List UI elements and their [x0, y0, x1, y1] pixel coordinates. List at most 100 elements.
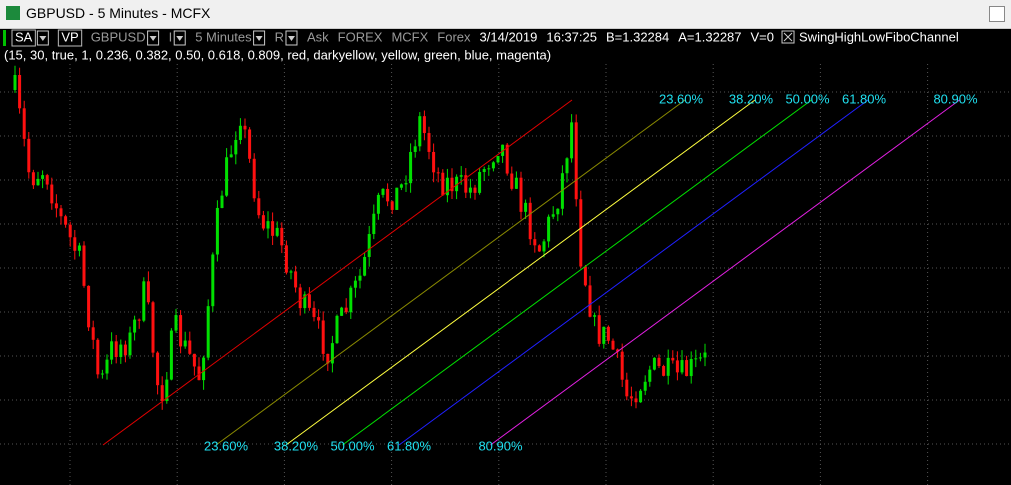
candle-body [77, 245, 81, 251]
toolbar-item[interactable]: VP [61, 29, 78, 44]
toolbar-item[interactable]: I [169, 29, 173, 44]
toolbar-item[interactable]: SA [15, 29, 33, 44]
candle-body [602, 326, 606, 344]
candle-body [266, 221, 270, 229]
fibo-label: 61.80% [387, 438, 432, 453]
candle-body [326, 353, 330, 364]
candle-body [473, 187, 477, 193]
candle-body [284, 245, 288, 273]
dropdown-arrow [255, 36, 263, 41]
fibo-channel-line [342, 99, 812, 446]
candle-body [68, 224, 72, 238]
candle-body [317, 317, 321, 321]
candle-body [606, 326, 610, 341]
candle-body [427, 133, 431, 152]
candle-body [335, 315, 339, 344]
dropdown-arrow [287, 36, 295, 41]
candle-body [634, 398, 638, 403]
candle-body [344, 307, 348, 313]
candle-body [399, 184, 403, 188]
toolbar-item: MCFX [391, 29, 428, 44]
candle-body [82, 245, 86, 286]
close-button[interactable] [989, 6, 1005, 22]
candle-body [432, 151, 436, 173]
toolbar-item[interactable]: R [275, 29, 284, 44]
title-bar: GBPUSD - 5 Minutes - MCFX [0, 0, 1011, 29]
candle-body [671, 357, 675, 361]
candle-body [680, 360, 684, 373]
candle-body [395, 187, 399, 210]
fibo-label: 50.00% [785, 91, 830, 106]
candle-body [381, 188, 385, 195]
fibo-label: 80.90% [478, 438, 523, 453]
candle-body [307, 294, 311, 308]
toolbar-item: Forex [437, 29, 471, 44]
candle-body [169, 330, 173, 380]
candle-body [643, 381, 647, 391]
toolbar-item[interactable]: 5 Minutes [195, 29, 252, 44]
candle-body [45, 175, 49, 185]
candle-body [422, 116, 426, 134]
candle-body [202, 357, 206, 381]
candle-body [31, 172, 35, 186]
candle-body [142, 281, 146, 321]
fibo-label: 50.00% [330, 438, 375, 453]
dropdown-arrow [176, 36, 184, 41]
candle-body [257, 198, 261, 216]
candle-body [13, 75, 17, 90]
candle-body [616, 349, 620, 352]
candle-body [183, 340, 187, 347]
toolbar-item: V=0 [751, 29, 775, 44]
candle-body [409, 151, 413, 184]
toolbar-item: B=1.32284 [606, 29, 669, 44]
candle-body [703, 352, 707, 358]
candle-body [114, 341, 118, 358]
candle-body [579, 199, 583, 267]
candle-body [321, 320, 325, 354]
candle-body [666, 357, 670, 376]
toolbar-button[interactable] [57, 29, 83, 47]
candle-body [87, 285, 91, 328]
candle-body [652, 357, 656, 370]
dropdown-arrow [39, 36, 47, 41]
candle-body [570, 122, 574, 159]
candle-body [119, 344, 123, 358]
checkbox[interactable] [781, 30, 795, 44]
candle-body [123, 344, 127, 356]
candle-body [376, 194, 380, 214]
candle-body [537, 245, 541, 252]
toolbar-item: 16:37:25 [546, 29, 597, 44]
candle-body [551, 214, 555, 217]
candle-body [215, 207, 219, 255]
fibo-label: 80.90% [933, 91, 978, 106]
candle-body [100, 373, 104, 375]
candle-body [436, 172, 440, 174]
toolbar-item: Ask [307, 29, 329, 44]
candle-body [234, 139, 238, 155]
candle-body [146, 281, 150, 303]
fibo-channel-line [215, 99, 686, 446]
candle-body [27, 138, 31, 173]
candle-body [698, 357, 702, 359]
candle-body [574, 122, 578, 200]
candle-body [648, 369, 652, 382]
candle-body [353, 280, 357, 288]
candle-body [105, 359, 109, 374]
candle-body [593, 315, 597, 317]
candle-body [165, 379, 169, 401]
fibo-channel-line [398, 99, 869, 446]
candle-body [160, 385, 164, 401]
toolbar-button[interactable] [11, 29, 36, 47]
candle-body [303, 294, 307, 309]
candle-body [36, 178, 40, 186]
candle-body [487, 168, 491, 170]
fibo-label: 23.60% [204, 438, 249, 453]
candle-body [73, 237, 77, 251]
candle-body [192, 353, 196, 367]
candle-body [330, 343, 334, 364]
candle-body [524, 202, 528, 212]
candle-body [96, 339, 100, 375]
candle-body [280, 227, 284, 246]
toolbar-item: SwingHighLowFiboChannel [799, 29, 959, 44]
candle-body [547, 216, 551, 242]
